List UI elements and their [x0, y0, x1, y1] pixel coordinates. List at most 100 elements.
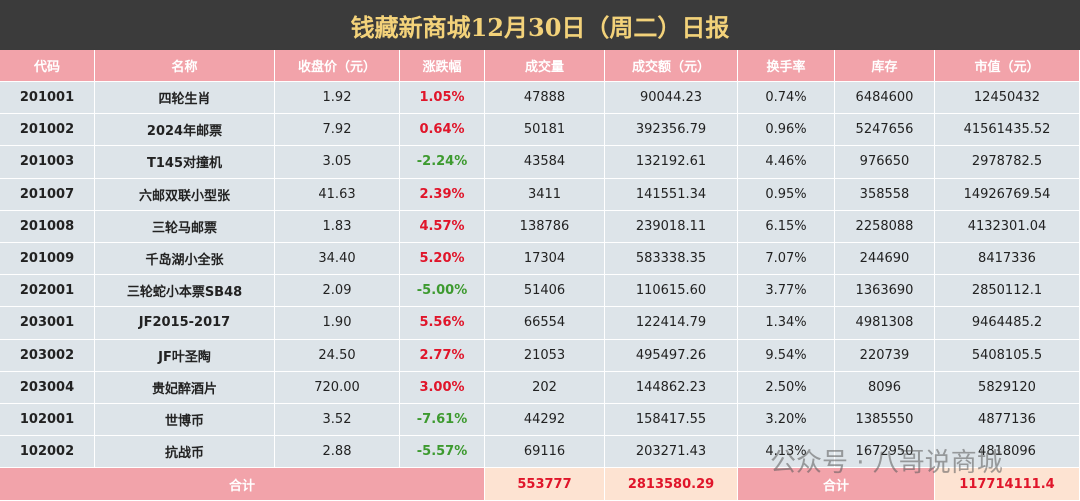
- table-cell: 四轮生肖: [95, 82, 275, 115]
- table-cell: 5.20%: [400, 243, 485, 276]
- table-cell: 2.09: [275, 275, 400, 308]
- table-cell: 12450432: [935, 82, 1080, 115]
- table-cell: 5247656: [835, 114, 935, 147]
- table-cell: 41.63: [275, 178, 400, 211]
- table-cell: 69116: [485, 436, 605, 469]
- footer-cell: 2813580.29: [605, 468, 738, 501]
- table-cell: 0.95%: [738, 178, 835, 211]
- table-cell: -2.24%: [400, 146, 485, 179]
- table-cell: 583338.35: [605, 243, 738, 276]
- table-cell: 141551.34: [605, 178, 738, 211]
- table-cell: 2.39%: [400, 178, 485, 211]
- table-cell: 3.20%: [738, 404, 835, 437]
- table-cell: 14926769.54: [935, 178, 1080, 211]
- table-cell: 0.64%: [400, 114, 485, 147]
- table-cell: 1.34%: [738, 307, 835, 340]
- table-cell: 6484600: [835, 82, 935, 115]
- table-cell: 4.46%: [738, 146, 835, 179]
- column-header: 市值（元）: [935, 50, 1080, 82]
- table-cell: 201001: [0, 82, 95, 115]
- table-cell: 6.15%: [738, 210, 835, 243]
- table-cell: 六邮双联小型张: [95, 178, 275, 211]
- column-header: 成交量: [485, 50, 605, 82]
- table-cell: 4981308: [835, 307, 935, 340]
- table-cell: 2850112.1: [935, 275, 1080, 308]
- table-cell: 202: [485, 371, 605, 404]
- table-cell: 1672950: [835, 436, 935, 469]
- table-cell: 203002: [0, 339, 95, 372]
- table-cell: 1385550: [835, 404, 935, 437]
- table-cell: 201007: [0, 178, 95, 211]
- table-cell: 239018.11: [605, 210, 738, 243]
- table-cell: 3.05: [275, 146, 400, 179]
- table-cell: 51406: [485, 275, 605, 308]
- table-cell: 66554: [485, 307, 605, 340]
- column-header: 代码: [0, 50, 95, 82]
- table-cell: 1363690: [835, 275, 935, 308]
- table-cell: 202001: [0, 275, 95, 308]
- table-cell: 1.92: [275, 82, 400, 115]
- watermark: 公众号 · 八哥说商城: [770, 448, 1003, 478]
- table-cell: 2.77%: [400, 339, 485, 372]
- table-cell: 203001: [0, 307, 95, 340]
- table-cell: 4877136: [935, 404, 1080, 437]
- table-cell: 720.00: [275, 371, 400, 404]
- table-cell: 千岛湖小全张: [95, 243, 275, 276]
- table-cell: 1.05%: [400, 82, 485, 115]
- table-cell: 4132301.04: [935, 210, 1080, 243]
- table-cell: 47888: [485, 82, 605, 115]
- table-cell: 976650: [835, 146, 935, 179]
- table-cell: -5.57%: [400, 436, 485, 469]
- table-cell: 2.88: [275, 436, 400, 469]
- table-cell: 201008: [0, 210, 95, 243]
- table-cell: 144862.23: [605, 371, 738, 404]
- table-cell: 0.74%: [738, 82, 835, 115]
- table-cell: 110615.60: [605, 275, 738, 308]
- table-cell: 3.52: [275, 404, 400, 437]
- footer-cell: 合计: [738, 468, 935, 501]
- table-cell: 50181: [485, 114, 605, 147]
- table-cell: 41561435.52: [935, 114, 1080, 147]
- title: 钱藏新商城12月30日（周二）日报: [0, 0, 1080, 50]
- column-header: 成交额（元）: [605, 50, 738, 82]
- table-cell: 132192.61: [605, 146, 738, 179]
- table-cell: T145对撞机: [95, 146, 275, 179]
- table-cell: 1.90: [275, 307, 400, 340]
- table-cell: 2024年邮票: [95, 114, 275, 147]
- table-cell: 392356.79: [605, 114, 738, 147]
- table-cell: 三轮马邮票: [95, 210, 275, 243]
- column-header: 收盘价（元）: [275, 50, 400, 82]
- table-cell: 2978782.5: [935, 146, 1080, 179]
- table-cell: 122414.79: [605, 307, 738, 340]
- column-header: 涨跌幅: [400, 50, 485, 82]
- table-cell: 203004: [0, 371, 95, 404]
- table-cell: 5.56%: [400, 307, 485, 340]
- table-cell: 44292: [485, 404, 605, 437]
- table-cell: 抗战币: [95, 436, 275, 469]
- table-cell: 7.07%: [738, 243, 835, 276]
- table-cell: 34.40: [275, 243, 400, 276]
- table-cell: 2258088: [835, 210, 935, 243]
- table-cell: 1.83: [275, 210, 400, 243]
- footer-cell: 合计: [0, 468, 485, 501]
- table-cell: 358558: [835, 178, 935, 211]
- table-cell: 220739: [835, 339, 935, 372]
- table-cell: 43584: [485, 146, 605, 179]
- column-header: 换手率: [738, 50, 835, 82]
- table-cell: 102002: [0, 436, 95, 469]
- table-cell: 三轮蛇小本票SB48: [95, 275, 275, 308]
- table-cell: -5.00%: [400, 275, 485, 308]
- table-cell: 244690: [835, 243, 935, 276]
- column-header: 库存: [835, 50, 935, 82]
- table-cell: 102001: [0, 404, 95, 437]
- table-cell: 201003: [0, 146, 95, 179]
- table-cell: 3.00%: [400, 371, 485, 404]
- table-cell: 495497.26: [605, 339, 738, 372]
- table-cell: 8417336: [935, 243, 1080, 276]
- table-cell: 138786: [485, 210, 605, 243]
- table-cell: 158417.55: [605, 404, 738, 437]
- table-cell: 21053: [485, 339, 605, 372]
- table-cell: 2.50%: [738, 371, 835, 404]
- table-cell: 203271.43: [605, 436, 738, 469]
